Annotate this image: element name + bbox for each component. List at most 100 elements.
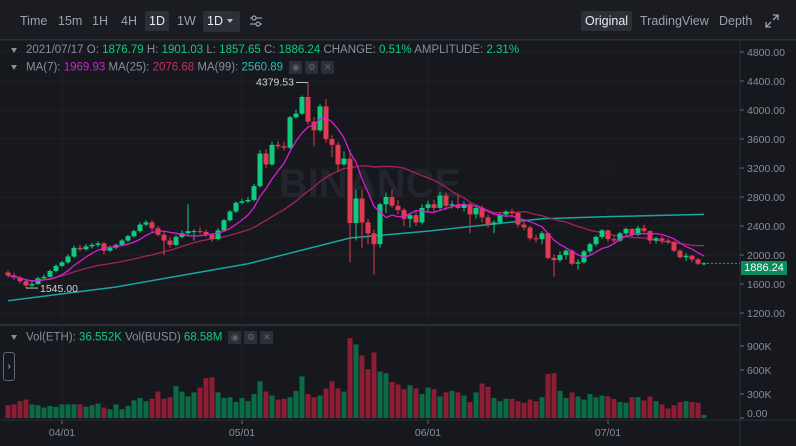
- candle-body: [677, 250, 683, 258]
- gear-icon[interactable]: ⚙: [305, 61, 319, 74]
- candle-body: [233, 202, 239, 212]
- volume-bar: [281, 398, 287, 418]
- ma99-label: MA(99):: [197, 61, 239, 74]
- volume-bar: [59, 404, 65, 418]
- volume-bar: [449, 390, 455, 418]
- candle-body: [41, 276, 47, 279]
- candle-body: [389, 197, 395, 206]
- volume-bar: [23, 399, 29, 418]
- candle-body: [395, 205, 401, 211]
- candle-body: [377, 204, 383, 245]
- ohlc-info: 2021/07/17 O: 1876.79 H: 1901.03 L: 1857…: [26, 44, 519, 56]
- candle-body: [89, 244, 95, 247]
- view-original[interactable]: Original: [581, 11, 633, 31]
- ma25-polyline: [7, 165, 705, 282]
- volume-bar: [587, 394, 593, 418]
- collapse-icon[interactable]: [11, 65, 17, 70]
- candle-body: [605, 230, 611, 240]
- candle-body: [437, 195, 443, 208]
- ma-info: MA(7): 1969.93 MA(25): 2076.68 MA(99): 2…: [26, 61, 335, 74]
- interval-15m[interactable]: 15m: [58, 14, 83, 28]
- candle-body: [197, 231, 203, 233]
- side-panel-toggle[interactable]: ›: [3, 352, 15, 381]
- interval-4h[interactable]: 4H: [121, 14, 137, 28]
- candle-body: [503, 211, 509, 215]
- volume-bar: [125, 406, 131, 418]
- volume-bar: [659, 404, 665, 418]
- volume-bar: [443, 392, 449, 418]
- collapse-icon[interactable]: [11, 335, 17, 340]
- candle-body: [563, 250, 569, 256]
- expand-icon[interactable]: [765, 14, 779, 28]
- volume-bar: [617, 402, 623, 418]
- volume-bar: [269, 395, 275, 418]
- volume-bar: [293, 390, 299, 418]
- volume-bar: [155, 391, 161, 418]
- volume-bar: [521, 402, 527, 418]
- interval-1h[interactable]: 1H: [92, 14, 108, 28]
- volume-bars: [5, 338, 707, 418]
- interval-dropdown[interactable]: 1D: [203, 11, 240, 32]
- volume-bar: [275, 399, 281, 418]
- interval-1w[interactable]: 1W: [177, 14, 196, 28]
- ma7-value: 1969.93: [63, 61, 106, 74]
- candle-body: [335, 144, 341, 165]
- sliders-icon[interactable]: [249, 14, 263, 28]
- candle-body: [215, 230, 221, 240]
- candle-body: [47, 270, 53, 277]
- candle-body: [143, 222, 149, 225]
- volume-bar: [263, 391, 269, 418]
- candle-body: [281, 146, 287, 148]
- volume-bar: [563, 398, 569, 418]
- volume-bar: [203, 378, 209, 418]
- eye-icon[interactable]: ◉: [228, 331, 242, 344]
- interval-time[interactable]: Time: [20, 14, 48, 28]
- volume-bar: [623, 402, 629, 418]
- axes: 4800.00 4400.00 4000.00 3600.00 3200.00 2800.…: [49, 47, 785, 439]
- volume-bar: [689, 402, 695, 418]
- volume-bar: [83, 406, 89, 418]
- collapse-icon[interactable]: [11, 48, 17, 53]
- change-label: CHANGE:: [323, 44, 376, 56]
- candle-body: [611, 239, 617, 241]
- candle-body: [179, 233, 185, 237]
- volume-bar: [695, 402, 701, 418]
- candle-body: [239, 201, 245, 203]
- candle-body: [545, 233, 551, 258]
- candle-body: [173, 236, 179, 245]
- candle-body: [497, 214, 503, 223]
- interval-dropdown-value: 1D: [207, 14, 223, 28]
- date-tick-label: 05/01: [229, 427, 255, 439]
- grid-lines: [0, 39, 796, 446]
- chart-toolbar: Time 15m 1H 4H 1D 1W 1D Original Trading…: [0, 0, 796, 40]
- candle-body: [245, 199, 251, 202]
- candle-body: [251, 186, 257, 200]
- volume-bar: [41, 407, 47, 418]
- candle-body: [569, 250, 575, 264]
- view-tradingview[interactable]: TradingView: [640, 14, 709, 28]
- volume-bar: [227, 397, 233, 418]
- eye-icon[interactable]: ◉: [289, 61, 303, 74]
- volume-bar: [455, 392, 461, 418]
- candle-body: [23, 281, 29, 286]
- candle-body: [101, 243, 107, 251]
- gear-icon[interactable]: ⚙: [244, 331, 258, 344]
- volume-bar: [341, 391, 347, 418]
- candle-body: [689, 255, 695, 260]
- candle-body: [641, 228, 647, 232]
- ma99-line: [7, 213, 705, 302]
- volume-bar: [353, 344, 359, 418]
- view-depth[interactable]: Depth: [719, 14, 753, 28]
- interval-1d[interactable]: 1D: [145, 11, 169, 31]
- candle-body: [287, 117, 293, 148]
- close-icon[interactable]: ✕: [321, 61, 335, 74]
- volume-bar: [305, 394, 311, 418]
- volume-bar: [143, 401, 149, 418]
- close-icon[interactable]: ✕: [260, 331, 274, 344]
- price-tick-label: 4800.00: [747, 47, 785, 59]
- volume-bar: [371, 352, 377, 418]
- price-tick-label: 3200.00: [747, 163, 785, 175]
- volume-bar: [323, 388, 329, 418]
- candle-body: [407, 215, 413, 219]
